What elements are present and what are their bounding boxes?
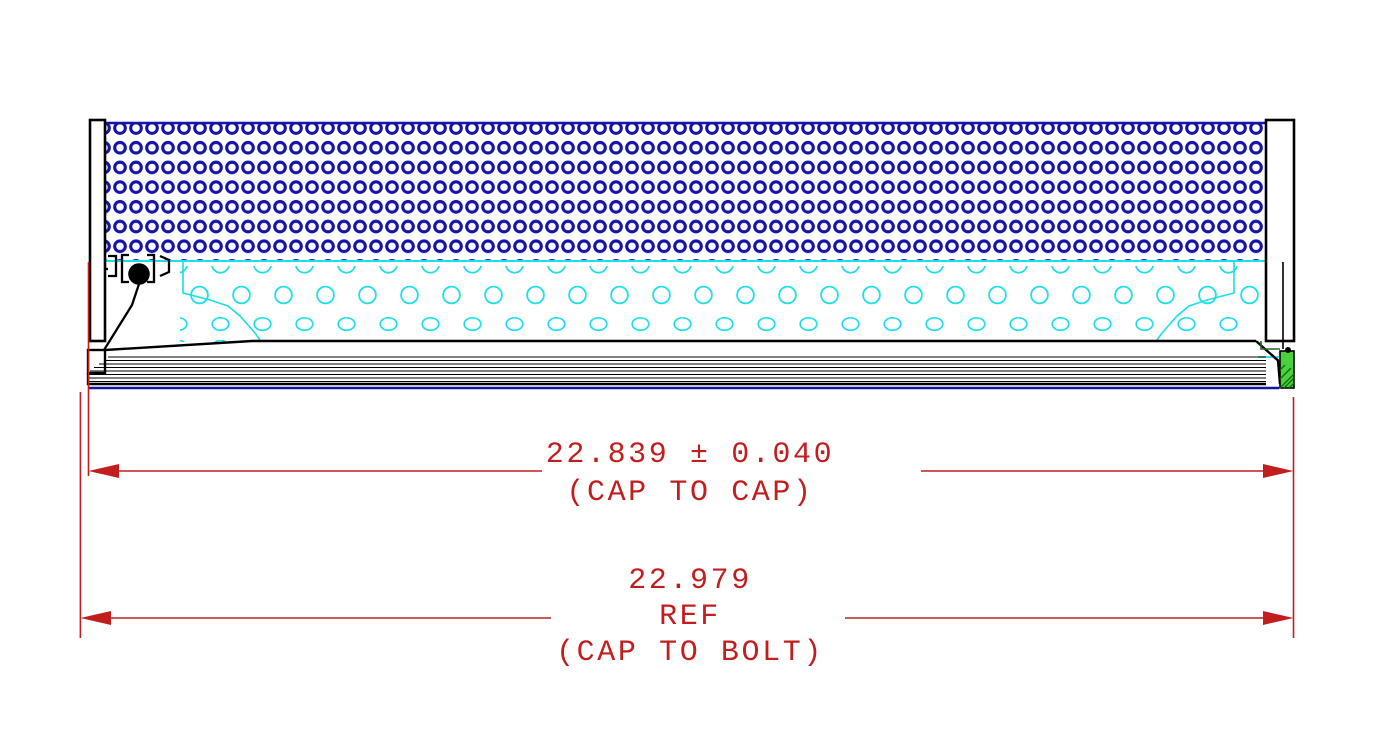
svg-text:(CAP TO BOLT): (CAP TO BOLT) bbox=[556, 636, 824, 670]
svg-text:REF: REF bbox=[659, 600, 721, 634]
svg-text:(CAP TO CAP): (CAP TO CAP) bbox=[566, 476, 813, 510]
svg-text:22.839 ± 0.040: 22.839 ± 0.040 bbox=[546, 438, 834, 472]
svg-text:22.979: 22.979 bbox=[628, 564, 752, 598]
